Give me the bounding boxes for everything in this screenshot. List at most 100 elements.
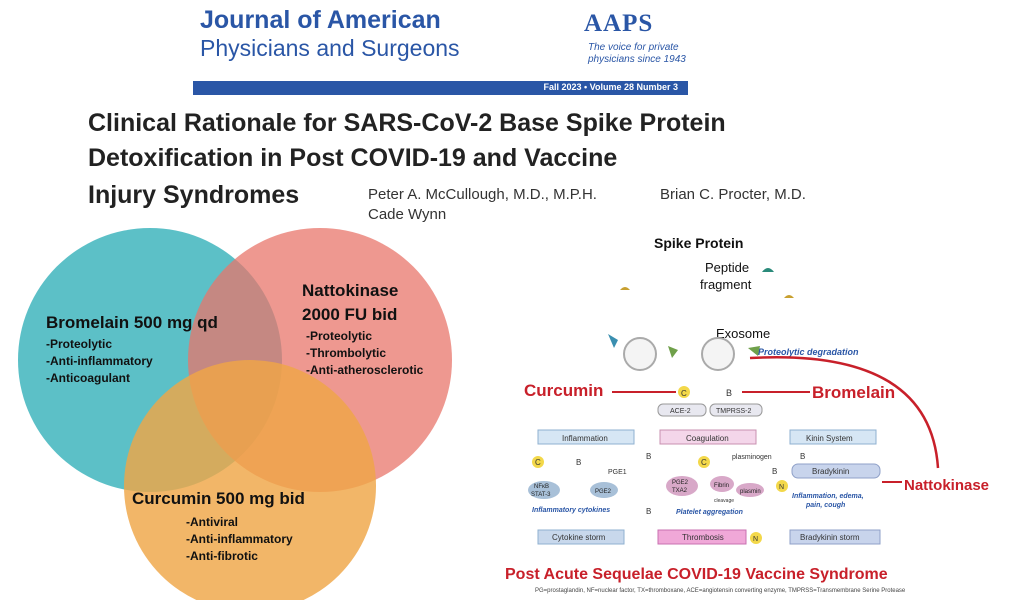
bradykinin-box [791,463,881,479]
exosome-label: Exosome [716,326,770,341]
tmprss2-box [709,403,763,417]
mechanism-diagram: Spike Protein Peptide fragment Exosome P… [524,235,989,545]
cytokine-storm-box [537,529,625,545]
bromelain-badge-label: B [576,458,581,467]
author-mccullough: Peter A. McCullough, M.D., M.P.H. [368,186,597,203]
author-wynn: Cade Wynn [368,206,447,223]
curcumin-label: Curcumin [524,381,603,400]
pge2-label: PGE2 [672,480,689,486]
spike-icon [608,334,618,348]
curcumin-badge [532,456,544,468]
journal-title: Journal of American [200,6,441,34]
spike-icon [748,346,760,356]
author-procter: Brian C. Procter, M.D. [660,186,806,203]
proteolytic-arrow [749,356,940,469]
abbreviation-footnote: PG=prostaglandin, NF=nuclear factor, TX=… [535,588,906,594]
nattokinase-dose: 2000 FU bid [302,305,397,324]
bromelain-item: -Anticoagulant [46,371,130,385]
article-title-line-3: Injury Syndromes [88,181,300,209]
plasminogen-label: plasminogen [732,454,772,461]
inflammatory-cytokines-label: Inflammatory cytokines [532,507,610,514]
curcumin-badge [698,456,710,468]
aaps-tagline: The voice for private physicians since 1… [588,42,686,65]
exosome-icon [623,337,657,371]
bromelain-badge-label: B [772,467,777,476]
pge1-label: PGE1 [608,469,627,476]
bromelain-badge-label: B [800,452,805,461]
kinin-label: Kinin System [806,434,853,443]
curcumin-item: -Anti-inflammatory [186,532,293,546]
inflammation-label: Inflammation [562,434,608,443]
nfkb-label: NFκB [534,484,549,490]
plasmin-label: plasmin [740,489,761,495]
pge2-label: PGE2 [595,489,612,495]
issue-label: Fall 2023 • Volume 28 Number 3 [543,82,678,92]
txa2-label: TXA2 [672,488,688,494]
kinin-box [789,429,877,445]
pge2-txa2-node [666,476,698,496]
venn-diagram: Bromelain 500 mg qd -Proteolytic -Anti-i… [18,228,452,600]
exosome-icon [701,337,735,371]
curcumin-badge [678,386,690,398]
platelet-aggregation-label: Platelet aggregation [676,509,743,516]
curcumin-item: -Antiviral [186,515,238,529]
nattokinase-label: Nattokinase [904,477,989,494]
article-title-line-2: Detoxification in Post COVID-19 and Vacc… [88,144,618,172]
curcumin-badge-label: C [701,458,707,467]
nattokinase-badge-label: N [753,536,758,543]
fibrin-label: Fibrin [714,483,729,489]
peptide-fragment-icon [620,287,630,290]
sequelae-title: Post Acute Sequelae COVID-19 Vaccine Syn… [505,566,888,583]
peptide-fragment-icon [762,268,774,272]
peptide-fragment-icon [784,295,794,298]
curcumin-badge-label: C [535,458,541,467]
bradykinin-label: Bradykinin [812,467,849,476]
bromelain-label: Bromelain [812,383,895,402]
bromelain-badge-label: B [726,388,732,398]
tmprss2-label: TMPRSS-2 [716,408,752,415]
nattokinase-item: -Anti-atherosclerotic [306,363,424,377]
thrombosis-box [657,529,747,545]
bradykinin-storm-label: Bradykinin storm [800,533,860,542]
inflammation-box [537,429,635,445]
journal-subtitle: Physicians and Surgeons [200,35,460,61]
bromelain-badge-label: B [646,452,651,461]
bromelain-item: -Anti-inflammatory [46,354,153,368]
inflammation-effects-2: pain, cough [805,502,845,509]
nattokinase-title: Nattokinase [302,281,398,300]
nattokinase-badge-label: N [779,484,784,491]
nattokinase-badge [776,480,788,492]
spike-icon [668,346,678,358]
bromelain-title: Bromelain 500 mg qd [46,313,218,332]
ace2-box [657,403,707,417]
aaps-logo: AAPS [584,10,654,37]
nattokinase-item: -Thrombolytic [306,346,386,360]
article-title-line-1: Clinical Rationale for SARS-CoV-2 Base S… [88,109,726,137]
stat3-label: STAT-3 [531,492,551,498]
coagulation-label: Coagulation [686,434,729,443]
cytokine-storm-label: Cytokine storm [552,533,606,542]
spike-protein-label: Spike Protein [654,235,743,251]
inflammation-effects-1: Inflammation, edema, [792,493,864,500]
curcumin-title: Curcumin 500 mg bid [132,489,305,508]
ace2-label: ACE-2 [670,408,691,415]
bradykinin-storm-box [789,529,881,545]
curcumin-item: -Anti-fibrotic [186,549,258,563]
fibrin-node [710,476,734,492]
issue-bar: Fall 2023 • Volume 28 Number 3 [193,81,688,95]
fragment-label: fragment [700,277,752,292]
thrombosis-label: Thrombosis [682,533,724,542]
nattokinase-item: -Proteolytic [306,329,372,343]
nfkb-node [528,481,560,499]
curcumin-badge-label: C [681,389,687,398]
proteolytic-label: Proteolytic degradation [758,347,859,357]
pge2-node [590,482,618,498]
peptide-label: Peptide [705,260,749,275]
plasmin-node [736,483,764,497]
coagulation-box [659,429,757,445]
bromelain-item: -Proteolytic [46,337,112,351]
curcumin-circle [124,360,376,600]
nattokinase-badge [750,532,762,544]
cleavage-label: cleavage [714,498,734,504]
bromelain-badge-label: B [646,507,651,516]
